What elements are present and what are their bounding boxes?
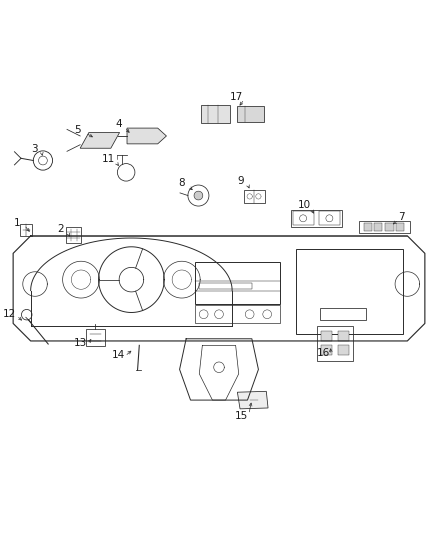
Bar [364,223,372,231]
Text: 13: 13 [74,338,87,348]
Polygon shape [237,391,268,409]
Circle shape [194,191,203,200]
Text: 14: 14 [112,350,125,360]
Bar [66,227,81,243]
Bar [237,106,264,122]
Bar [320,308,366,320]
Text: 17: 17 [230,92,243,102]
Bar [317,326,353,361]
Polygon shape [127,128,166,144]
Text: 5: 5 [74,125,81,135]
Bar [319,211,340,225]
Text: 4: 4 [115,119,122,129]
Text: 9: 9 [237,176,244,186]
Polygon shape [80,133,120,148]
Text: 8: 8 [178,178,185,188]
Text: 15: 15 [235,411,248,421]
Bar [244,190,265,203]
Text: 7: 7 [398,212,405,222]
Bar [338,332,349,341]
Text: 11: 11 [102,154,115,164]
Bar [20,224,32,236]
Bar [291,209,342,227]
Bar [293,211,314,225]
Bar [195,262,280,304]
Bar [201,106,230,123]
Text: 16: 16 [317,348,330,358]
Text: 2: 2 [57,224,64,235]
Bar [321,345,332,355]
Bar [396,223,404,231]
Text: 10: 10 [298,200,311,210]
Bar [199,282,252,289]
Bar [359,221,410,233]
Bar [86,329,105,346]
Bar [195,305,280,324]
Bar [374,223,382,231]
Text: 1: 1 [14,217,21,228]
Text: 12: 12 [3,309,16,319]
Bar [385,223,394,231]
Bar [338,345,349,355]
Bar [321,332,332,341]
Bar [296,249,403,334]
Text: 3: 3 [31,144,38,154]
